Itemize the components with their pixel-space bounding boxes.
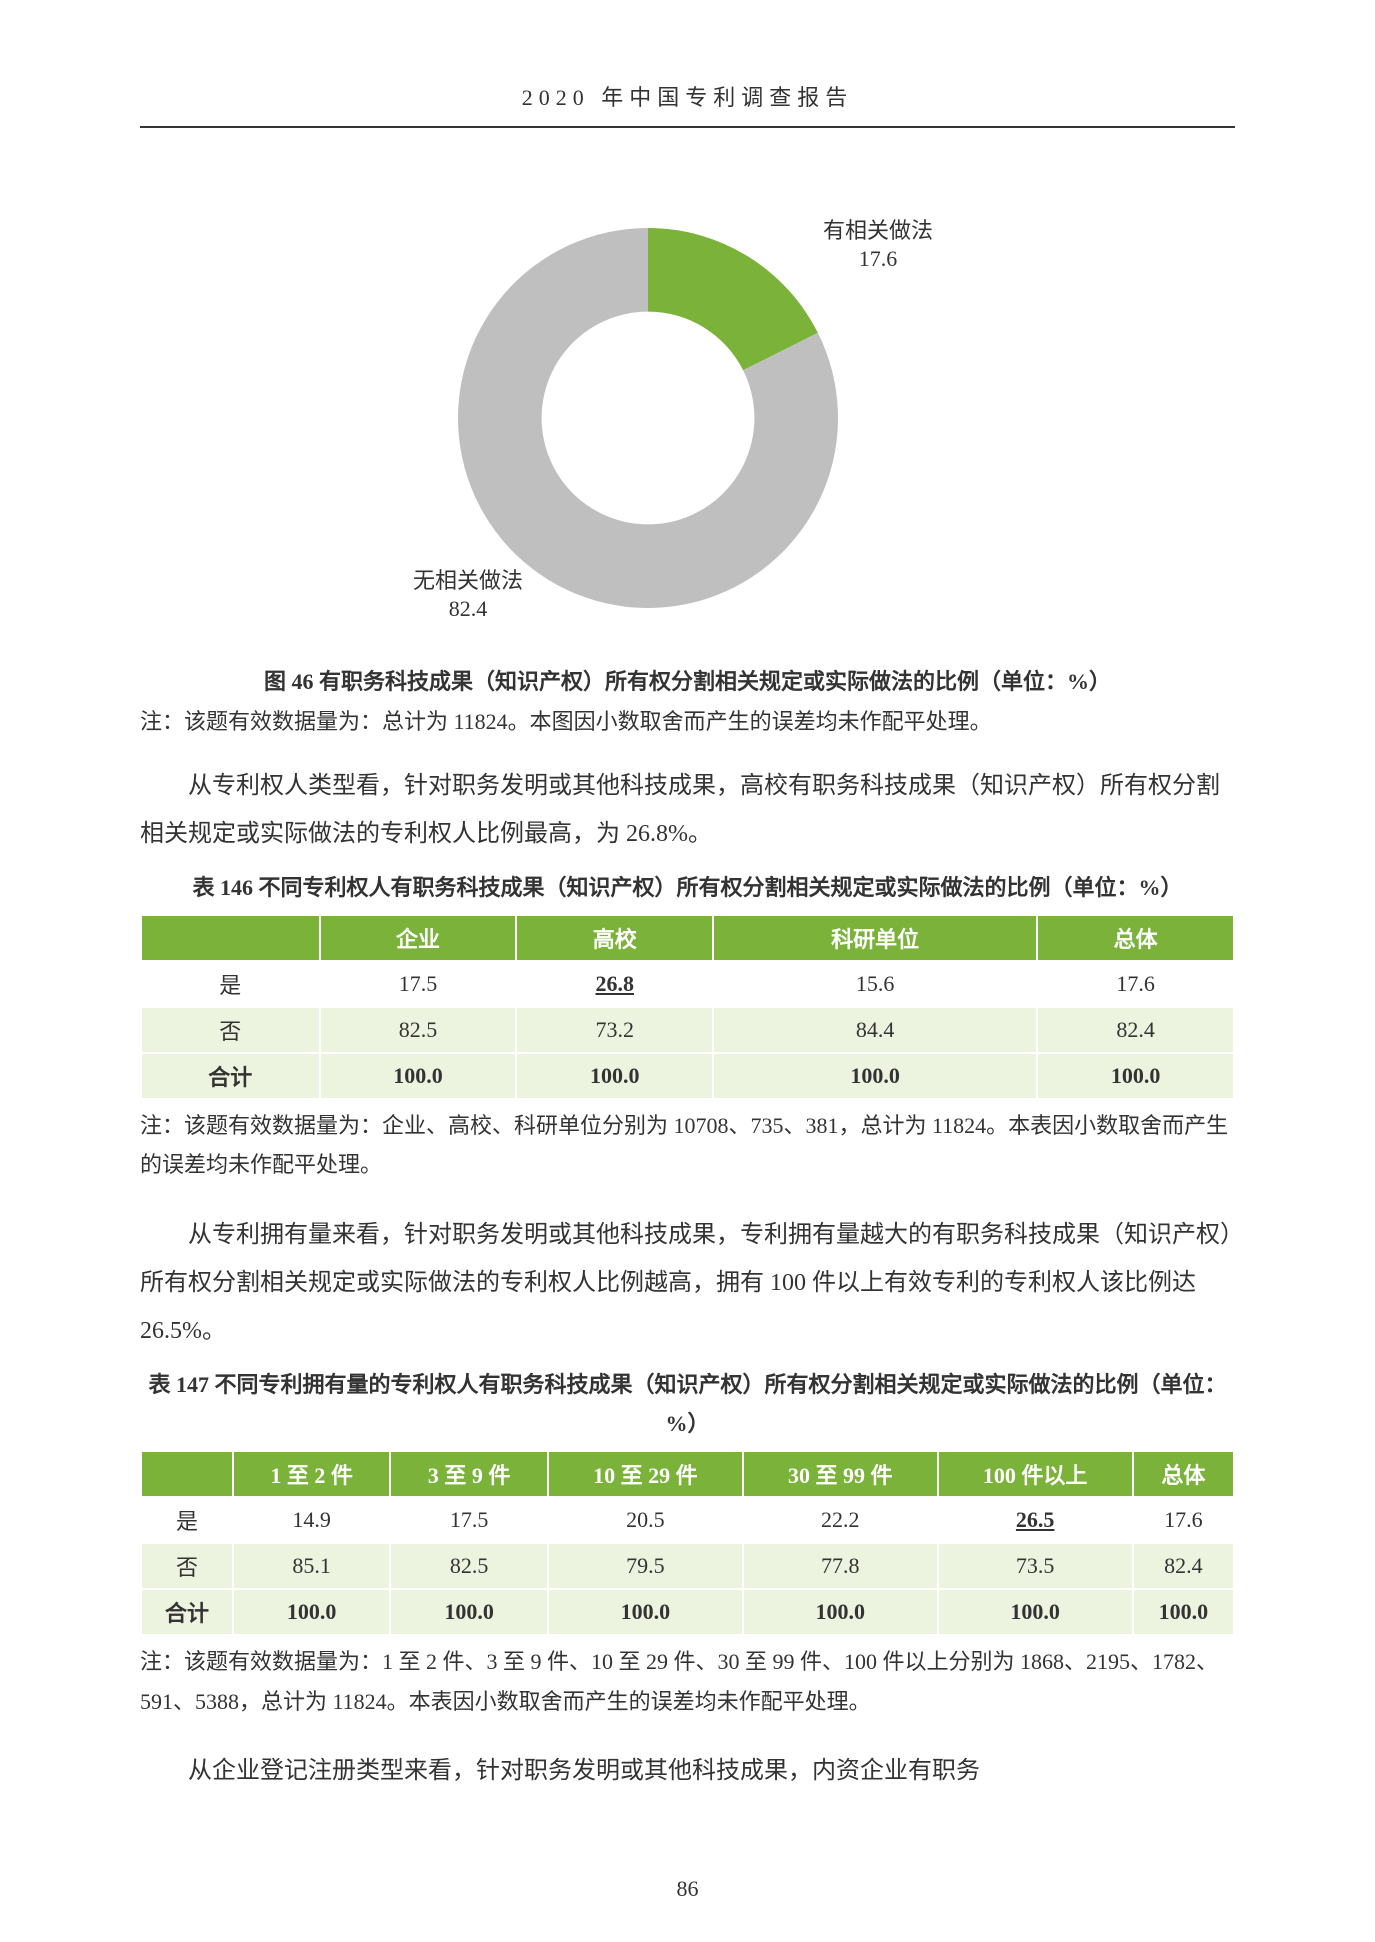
- table-cell: 82.4: [1133, 1543, 1234, 1589]
- table-cell: 82.5: [390, 1543, 547, 1589]
- table146-note: 注：该题有效数据量为：企业、高校、科研单位分别为 10708、735、381，总…: [140, 1106, 1235, 1185]
- table-cell: 100.0: [390, 1589, 547, 1635]
- paragraph-1: 从专利权人类型看，针对职务发明或其他科技成果，高校有职务科技成果（知识产权）所有…: [140, 762, 1235, 858]
- table-cell: 20.5: [548, 1497, 743, 1543]
- table-row: 否85.182.579.577.873.582.4: [141, 1543, 1234, 1589]
- table-cell: 82.4: [1037, 1007, 1234, 1053]
- table-header-cell: 科研单位: [713, 915, 1037, 961]
- table-row: 合计100.0100.0100.0100.0100.0100.0: [141, 1589, 1234, 1635]
- table-cell: 100.0: [713, 1053, 1037, 1099]
- paragraph-2: 从专利拥有量来看，针对职务发明或其他科技成果，专利拥有量越大的有职务科技成果（知…: [140, 1211, 1235, 1355]
- table-cell-label: 否: [141, 1007, 320, 1053]
- table-cell: 22.2: [743, 1497, 938, 1543]
- table-cell: 84.4: [713, 1007, 1037, 1053]
- table-cell: 100.0: [743, 1589, 938, 1635]
- table-cell-label: 合计: [141, 1053, 320, 1099]
- table-header-cell: 总体: [1037, 915, 1234, 961]
- table-cell: 17.6: [1133, 1497, 1234, 1543]
- table-cell-label: 否: [141, 1543, 233, 1589]
- table-row: 合计100.0100.0100.0100.0: [141, 1053, 1234, 1099]
- table146-title: 表 146 不同专利权人有职务科技成果（知识产权）所有权分割相关规定或实际做法的…: [140, 868, 1235, 908]
- table-cell: 17.6: [1037, 961, 1234, 1007]
- table-header-cell: 高校: [516, 915, 713, 961]
- table-cell: 73.2: [516, 1007, 713, 1053]
- table147-title: 表 147 不同专利拥有量的专利权人有职务科技成果（知识产权）所有权分割相关规定…: [140, 1365, 1235, 1444]
- table-cell: 100.0: [1037, 1053, 1234, 1099]
- table146: 企业高校科研单位总体是17.526.815.617.6否82.573.284.4…: [140, 914, 1235, 1100]
- table-cell: 100.0: [1133, 1589, 1234, 1635]
- donut-label: 17.6: [858, 246, 897, 271]
- table-header-cell: 30 至 99 件: [743, 1451, 938, 1497]
- table-header-cell: [141, 915, 320, 961]
- table-cell-label: 是: [141, 1497, 233, 1543]
- table-cell: 79.5: [548, 1543, 743, 1589]
- table-cell: 100.0: [233, 1589, 390, 1635]
- paragraph-3: 从企业登记注册类型来看，针对职务发明或其他科技成果，内资企业有职务: [140, 1747, 1235, 1795]
- page-number: 86: [0, 1876, 1375, 1902]
- table-header-row: 企业高校科研单位总体: [141, 915, 1234, 961]
- table-header-cell: 3 至 9 件: [390, 1451, 547, 1497]
- donut-note: 注：该题有效数据量为：总计为 11824。本图因小数取舍而产生的误差均未作配平处…: [140, 704, 1235, 736]
- table-header-row: 1 至 2 件3 至 9 件10 至 29 件30 至 99 件100 件以上总…: [141, 1451, 1234, 1497]
- table-row: 否82.573.284.482.4: [141, 1007, 1234, 1053]
- table-header-cell: 1 至 2 件: [233, 1451, 390, 1497]
- table-cell: 82.5: [320, 1007, 517, 1053]
- table-cell: 26.5: [938, 1497, 1133, 1543]
- donut-caption: 图 46 有职务科技成果（知识产权）所有权分割相关规定或实际做法的比例（单位：%…: [140, 664, 1235, 696]
- table-header-cell: 总体: [1133, 1451, 1234, 1497]
- table-cell: 100.0: [548, 1589, 743, 1635]
- table-cell: 26.8: [516, 961, 713, 1007]
- table-header-cell: 10 至 29 件: [548, 1451, 743, 1497]
- donut-label: 有相关做法: [822, 218, 932, 243]
- table-cell-label: 合计: [141, 1589, 233, 1635]
- table-cell: 100.0: [516, 1053, 713, 1099]
- table-cell: 100.0: [938, 1589, 1133, 1635]
- table-cell: 17.5: [390, 1497, 547, 1543]
- page-header-title: 2020 年中国专利调查报告: [140, 80, 1235, 120]
- table-cell: 15.6: [713, 961, 1037, 1007]
- table-cell: 14.9: [233, 1497, 390, 1543]
- donut-label: 无相关做法: [412, 568, 522, 593]
- header-rule: [140, 126, 1235, 128]
- table-cell: 100.0: [320, 1053, 517, 1099]
- table-header-cell: 企业: [320, 915, 517, 961]
- donut-label: 82.4: [448, 596, 487, 621]
- table-header-cell: 100 件以上: [938, 1451, 1133, 1497]
- page-root: 2020 年中国专利调查报告 有相关做法 17.6 无相关做法 82.4 图 46 有…: [0, 0, 1375, 1942]
- donut-svg: 有相关做法 17.6 无相关做法 82.4: [378, 178, 998, 638]
- table-cell: 17.5: [320, 961, 517, 1007]
- donut-chart: 有相关做法 17.6 无相关做法 82.4: [140, 178, 1235, 638]
- table-row: 是17.526.815.617.6: [141, 961, 1234, 1007]
- table-cell: 77.8: [743, 1543, 938, 1589]
- table-cell: 73.5: [938, 1543, 1133, 1589]
- table147-note: 注：该题有效数据量为：1 至 2 件、3 至 9 件、10 至 29 件、30 …: [140, 1642, 1235, 1721]
- table-row: 是14.917.520.522.226.517.6: [141, 1497, 1234, 1543]
- table-cell: 85.1: [233, 1543, 390, 1589]
- table-header-cell: [141, 1451, 233, 1497]
- table-cell-label: 是: [141, 961, 320, 1007]
- table147: 1 至 2 件3 至 9 件10 至 29 件30 至 99 件100 件以上总…: [140, 1450, 1235, 1636]
